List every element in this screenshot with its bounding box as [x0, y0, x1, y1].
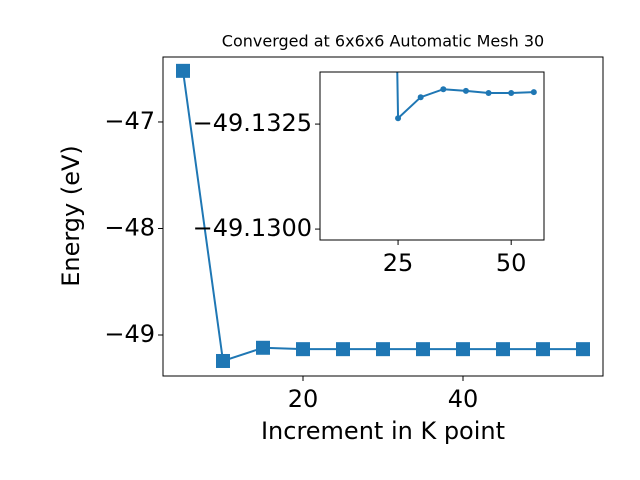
x-tick-label: 50 — [496, 249, 527, 277]
inset-background — [320, 72, 544, 240]
marker — [508, 90, 515, 96]
axes-frame — [319, 71, 545, 241]
marker — [485, 90, 492, 96]
marker — [536, 342, 550, 357]
marker — [296, 342, 310, 357]
axes-frame — [162, 56, 604, 377]
marker — [456, 342, 470, 357]
x-tick-label: 25 — [383, 249, 414, 277]
x-tick-label: 40 — [448, 385, 479, 413]
marker — [462, 87, 469, 94]
marker — [440, 86, 447, 93]
y-axis-label: Energy (eV) — [57, 145, 85, 287]
marker — [530, 89, 537, 96]
y-tick-label: −47 — [104, 107, 155, 135]
y-tick-label: −48 — [104, 213, 155, 241]
marker — [176, 63, 190, 78]
x-axis-label: Increment in K point — [261, 417, 505, 445]
marker — [416, 342, 430, 357]
marker — [376, 342, 390, 357]
marker — [417, 94, 424, 101]
marker — [336, 342, 350, 357]
marker — [576, 342, 590, 357]
y-tick-label: −49 — [104, 320, 155, 348]
x-tick-label: 20 — [288, 385, 319, 413]
marker — [216, 353, 230, 368]
marker — [256, 340, 270, 355]
y-tick-label: −49.1325 — [193, 109, 312, 137]
plot-area — [395, 72, 537, 122]
y-tick-label: −49.1300 — [193, 214, 312, 242]
marker — [395, 115, 402, 122]
chart-title: Converged at 6x6x6 Automatic Mesh 30 — [222, 32, 544, 51]
series-line — [396, 72, 534, 121]
marker — [496, 342, 510, 357]
plot-area — [176, 63, 590, 368]
